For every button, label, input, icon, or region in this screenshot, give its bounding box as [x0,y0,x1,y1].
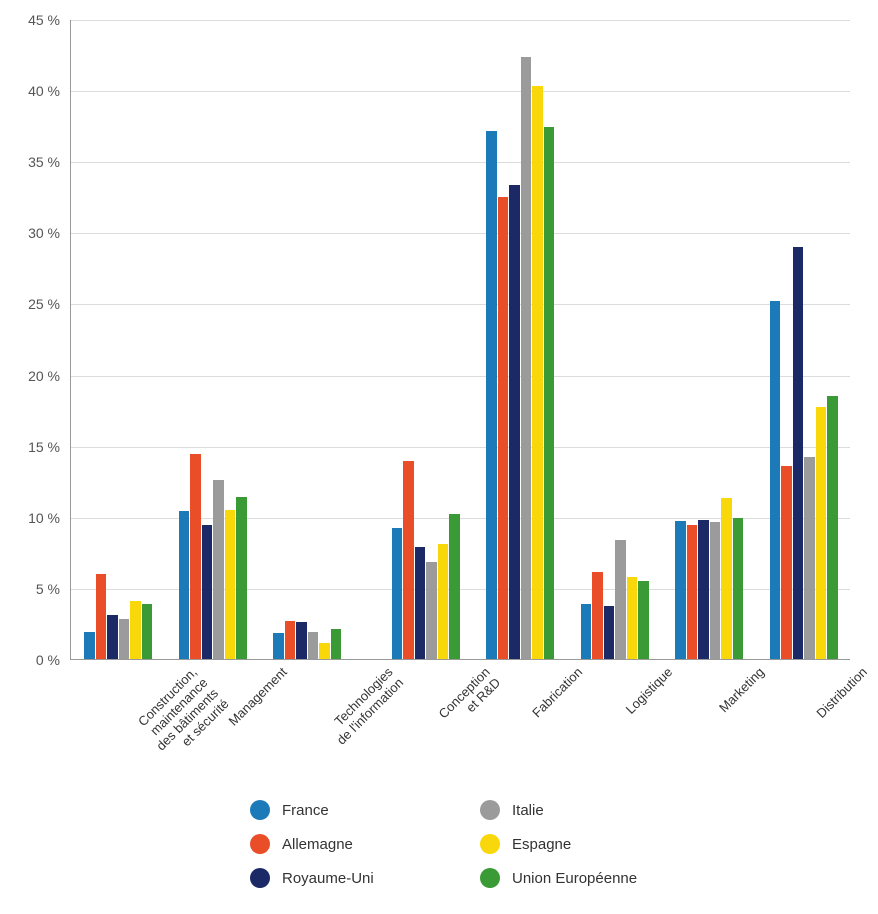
xtick-label: Conception et R&D [436,665,504,733]
bar [438,544,449,659]
ytick-label: 40 % [0,83,60,99]
xtick-label: Management [226,665,290,729]
legend-item: Espagne [480,834,670,854]
bar [638,581,649,659]
bar [119,619,130,659]
bar [793,247,804,659]
legend-marker [480,800,500,820]
bar [225,510,236,659]
bar [770,301,781,659]
xtick-label: Fabrication [530,665,586,721]
bar [190,454,201,659]
legend-label: Royaume-Uni [282,870,374,887]
ytick-label: 5 % [0,581,60,597]
ytick-label: 25 % [0,296,60,312]
legend-label: Italie [512,802,544,819]
bar [96,574,107,659]
legend-item: Union Européenne [480,868,670,888]
bar [142,604,153,659]
bar [285,621,296,659]
bar [710,522,721,659]
bar [509,185,520,659]
gridline [71,447,850,448]
bar [816,407,827,659]
legend-label: Espagne [512,836,571,853]
bar [627,577,638,659]
gridline [71,162,850,163]
legend-item: Royaume-Uni [250,868,440,888]
bar [107,615,118,659]
bar [698,520,709,659]
ytick-label: 15 % [0,439,60,455]
bar [733,518,744,659]
bar [804,457,815,659]
xtick-label: Marketing [717,665,768,716]
bar [449,514,460,659]
bar [179,511,190,659]
bar [675,521,686,659]
bar [592,572,603,659]
bar [532,86,543,659]
ytick-label: 30 % [0,225,60,241]
ytick-label: 35 % [0,154,60,170]
chart-container: 0 %5 %10 %15 %20 %25 %30 %35 %40 %45 %Co… [70,20,850,700]
bar [721,498,732,659]
bar [319,643,330,659]
xtick-label: Technologies de l'information [324,665,407,748]
xtick-label: Construction, maintenance des bâtiments … [133,665,232,764]
legend-label: Union Européenne [512,870,637,887]
bar [84,632,95,659]
legend-marker [480,868,500,888]
bar [331,629,342,659]
xtick-label: Distribution [814,665,871,722]
legend-label: Allemagne [282,836,353,853]
bar [581,604,592,659]
bar [130,601,141,659]
legend-item: Italie [480,800,670,820]
bar [273,633,284,659]
gridline [71,91,850,92]
legend-label: France [282,802,329,819]
bar [403,461,414,659]
gridline [71,376,850,377]
bar [426,562,437,659]
legend-marker [480,834,500,854]
bar [296,622,307,659]
legend-marker [250,868,270,888]
legend-marker [250,800,270,820]
bar [236,497,247,659]
gridline [71,233,850,234]
legend: France Allemagne Royaume-Uni Italie Espagne U… [250,800,670,888]
legend-item: Allemagne [250,834,440,854]
legend-item: France [250,800,440,820]
bar [687,525,698,659]
ytick-label: 10 % [0,510,60,526]
bar [544,127,555,659]
bar [827,396,838,659]
bar [415,547,426,659]
bar [486,131,497,659]
bar [521,57,532,659]
gridline [71,304,850,305]
plot-area [70,20,850,660]
ytick-label: 0 % [0,652,60,668]
bar [604,606,615,659]
bar [202,525,213,659]
bar [308,632,319,659]
bar [392,528,403,659]
ytick-label: 20 % [0,368,60,384]
bar [498,197,509,659]
ytick-label: 45 % [0,12,60,28]
bar [781,466,792,659]
bar [213,480,224,659]
gridline [71,20,850,21]
xtick-label: Logistique [623,665,675,717]
legend-marker [250,834,270,854]
bar [615,540,626,659]
